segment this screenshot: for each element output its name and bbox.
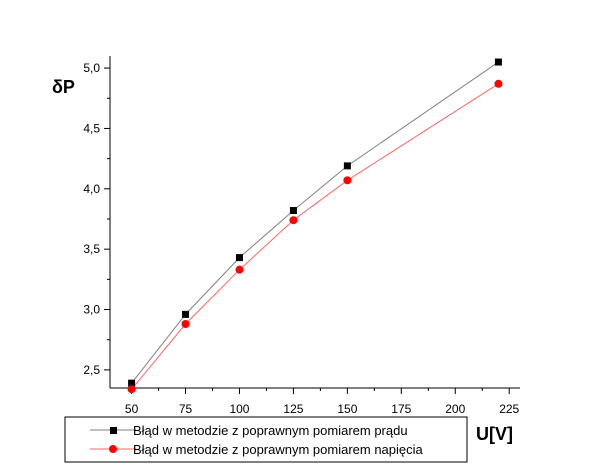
x-tick-label: 150: [337, 402, 357, 416]
data-point-circle: [343, 176, 352, 185]
data-point-square: [289, 207, 297, 215]
legend-box: [64, 416, 468, 463]
data-point-square: [494, 58, 502, 66]
data-point-square: [128, 379, 136, 387]
data-point-square: [343, 162, 351, 170]
series-layer: [127, 58, 503, 394]
y-tick-label: 4,0: [83, 182, 100, 196]
y-tick-label: 5,0: [83, 61, 100, 75]
legend-marker-current: [110, 427, 117, 434]
y-tick-label: 4,5: [83, 121, 100, 135]
series-line: [131, 61, 499, 384]
data-point-circle: [235, 265, 244, 274]
legend-label-current: Błąd w metodzie z poprawnym pomiarem prą…: [133, 423, 408, 438]
series-line: [131, 83, 499, 390]
x-tick-label: 200: [445, 402, 465, 416]
x-axis-title: U[V]: [476, 424, 513, 444]
y-tick-label: 3,5: [83, 242, 100, 256]
y-axis-title: δP: [52, 77, 75, 97]
y-axis-ticks: 2,5 3,0 3,5 4,0 4,5 5,0: [83, 61, 110, 377]
data-point-circle: [181, 320, 190, 329]
data-point-circle: [289, 216, 298, 225]
x-tick-label: 175: [391, 402, 411, 416]
x-tick-label: 50: [125, 402, 139, 416]
x-tick-label: 225: [499, 402, 519, 416]
legend: Błąd w metodzie z poprawnym pomiarem prą…: [64, 416, 468, 463]
data-point-circle: [127, 385, 136, 394]
y-tick-label: 3,0: [83, 303, 100, 317]
x-tick-label: 100: [229, 402, 249, 416]
x-axis-ticks: 50 75 100 125 150 175 200 225: [125, 388, 520, 416]
y-tick-label: 2,5: [83, 363, 100, 377]
data-point-circle: [494, 79, 503, 88]
data-point-square: [235, 254, 243, 262]
legend-label-voltage: Błąd w metodzie z poprawnym pomiarem nap…: [133, 442, 424, 457]
x-tick-label: 75: [179, 402, 193, 416]
data-point-square: [182, 310, 190, 318]
legend-marker-voltage: [109, 445, 117, 453]
x-tick-label: 125: [283, 402, 303, 416]
